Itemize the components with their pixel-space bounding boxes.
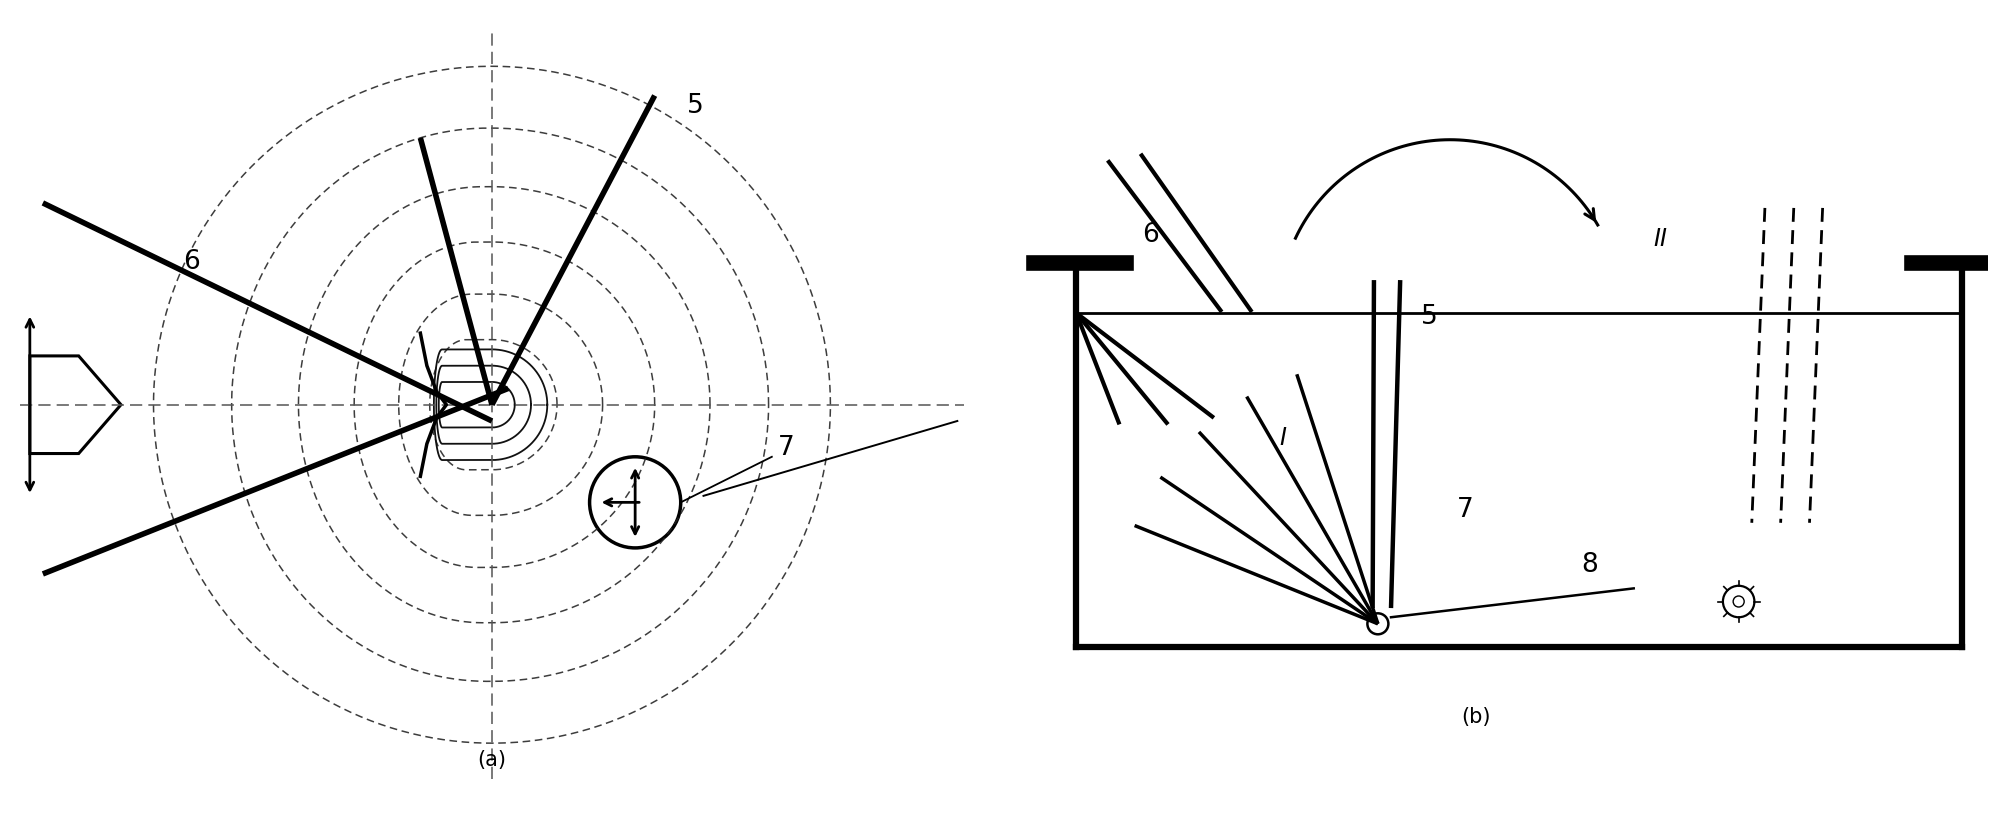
Text: I: I bbox=[1278, 426, 1286, 450]
Text: 5: 5 bbox=[1421, 304, 1437, 330]
Text: (a): (a) bbox=[478, 749, 506, 769]
Text: 5: 5 bbox=[686, 93, 704, 119]
FancyArrow shape bbox=[30, 356, 120, 454]
Text: 7: 7 bbox=[1455, 497, 1473, 523]
Text: 8: 8 bbox=[1580, 552, 1598, 577]
Text: 6: 6 bbox=[1142, 222, 1158, 247]
Text: II: II bbox=[1652, 227, 1666, 251]
Text: 7: 7 bbox=[779, 434, 795, 460]
Text: 6: 6 bbox=[183, 249, 199, 275]
Text: (b): (b) bbox=[1461, 706, 1491, 726]
